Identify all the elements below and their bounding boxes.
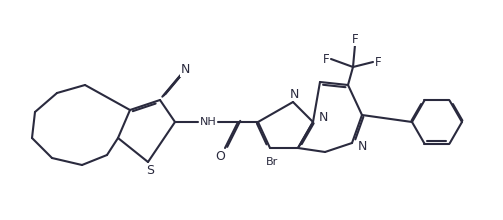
Text: S: S [146,165,154,178]
Text: N: N [289,88,299,101]
Text: N: N [181,63,191,76]
Text: N: N [357,139,367,152]
Text: NH: NH [200,117,216,127]
Text: F: F [323,53,329,66]
Text: F: F [352,33,358,46]
Text: N: N [318,110,327,123]
Text: F: F [375,55,381,68]
Text: Br: Br [266,157,278,167]
Text: O: O [215,150,225,163]
